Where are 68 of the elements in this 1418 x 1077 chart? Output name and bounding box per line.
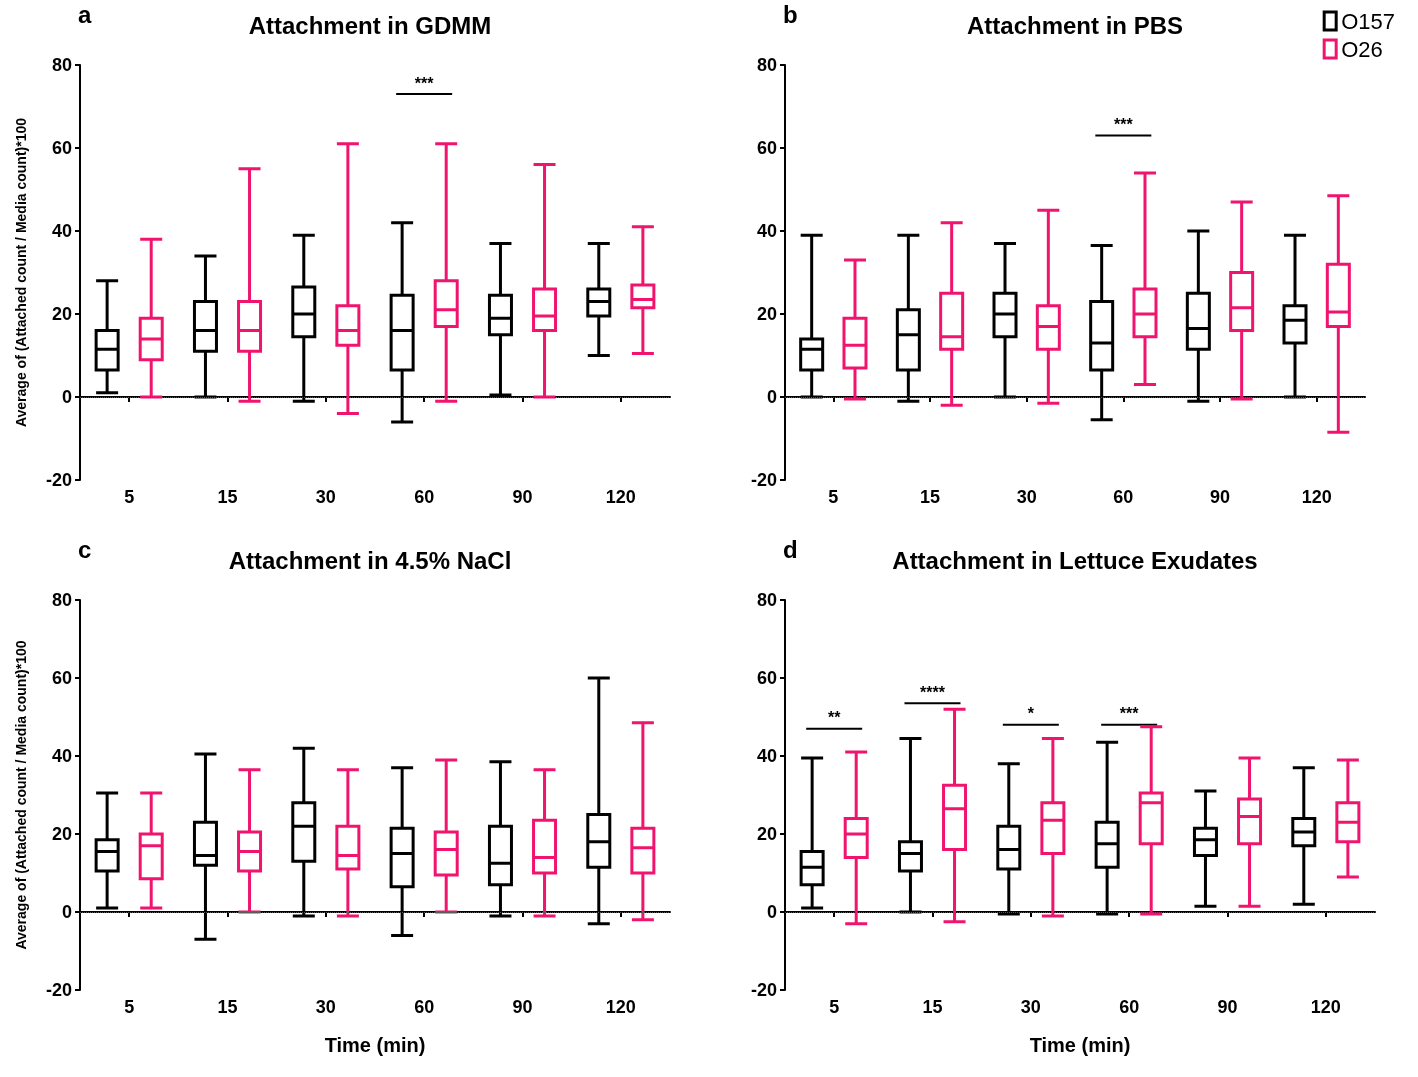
x-tick-label: 15 [919,487,941,507]
x-tick-label: 90 [512,997,533,1017]
chart-title: Attachment in Lettuce Exudates [892,546,1258,574]
x-tick-label: 90 [1217,997,1238,1017]
y-tick-label: -20 [750,980,777,1000]
y-tick-label: 60 [756,138,777,158]
x-tick-label: 120 [605,487,636,507]
text: c [78,535,92,563]
y-axis-title: Average of (Attached count / Media count)*100 [13,640,29,950]
y-tick-label: 40 [756,221,777,241]
annotation: *** [1119,705,1140,723]
text: d [783,535,798,563]
x-tick-label: 15 [217,487,238,507]
y-tick-label: 0 [61,902,72,922]
x-tick-label: 5 [124,487,135,507]
text: a [78,0,92,28]
annotation: **** [920,683,946,701]
annotation: * [1027,705,1035,723]
x-tick-label: 30 [1016,487,1037,507]
y-tick-label: 60 [51,138,72,158]
x-tick-label: 15 [217,997,238,1017]
x-tick-label: 90 [1209,487,1231,507]
x-axis-title: Time (min) [324,1034,426,1056]
x-tick-label: 120 [1301,487,1332,507]
y-tick-label: -20 [45,470,72,490]
x-tick-label: 120 [1310,997,1341,1017]
x-tick-label: 30 [315,487,336,507]
y-tick-label: 80 [51,590,72,610]
y-tick-label: 80 [756,55,777,75]
chart-title: Attachment in 4.5% NaCl [228,546,512,574]
y-tick-label: 0 [766,902,777,922]
y-tick-label: 0 [766,387,777,407]
y-tick-label: 40 [51,746,72,766]
annotation: ** [827,709,842,727]
y-tick-label: 20 [51,824,72,844]
y-tick-label: 40 [51,221,72,241]
y-axis-title: Average of (Attached count / Media count)*100 [13,117,29,428]
annotation: *** [1113,116,1134,134]
legend-label: O157 [1341,8,1396,34]
y-tick-label: 20 [756,824,777,844]
y-tick-label: 60 [756,668,777,688]
x-tick-label: 30 [315,997,336,1017]
y-tick-label: 0 [61,387,72,407]
y-tick-label: 20 [51,304,72,324]
x-tick-label: 5 [829,997,840,1017]
x-tick-label: 60 [1113,487,1134,507]
text: b [783,0,798,28]
y-tick-label: -20 [45,980,72,1000]
x-tick-label: 5 [124,997,135,1017]
chart-title: Attachment in PBS [966,11,1184,39]
y-tick-label: 40 [756,746,777,766]
x-tick-label: 5 [828,487,839,507]
x-tick-label: 15 [922,997,943,1017]
x-axis-title: Time (min) [1029,1034,1131,1056]
x-tick-label: 30 [1020,997,1041,1017]
y-tick-label: 20 [756,304,777,324]
x-tick-label: 60 [414,997,435,1017]
x-tick-label: 120 [605,997,636,1017]
y-tick-label: 80 [756,590,777,610]
legend-label: O26 [1341,36,1383,62]
x-tick-label: 60 [1119,997,1140,1017]
y-tick-label: -20 [750,470,777,490]
y-tick-label: 60 [51,668,72,688]
x-tick-label: 90 [512,487,533,507]
annotation: *** [414,74,435,92]
chart-title: Attachment in GDMM [248,11,492,39]
y-tick-label: 80 [51,55,72,75]
x-tick-label: 60 [414,487,435,507]
